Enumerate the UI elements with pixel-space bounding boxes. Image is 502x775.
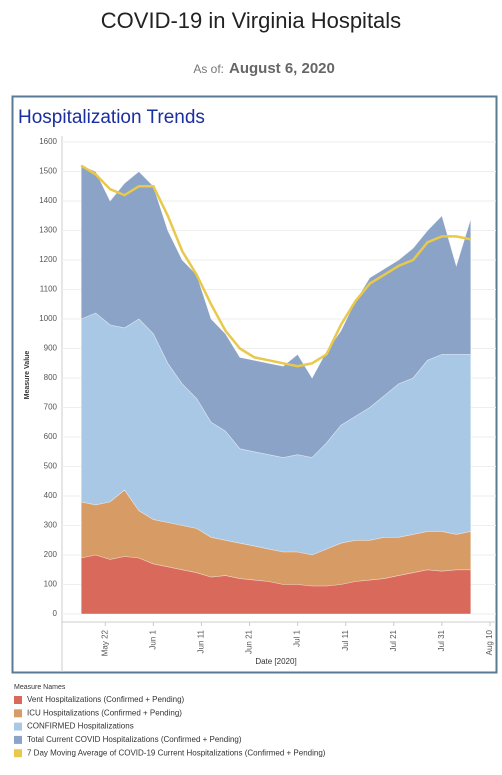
y-tick-label: 1500 bbox=[39, 167, 57, 176]
x-tick-label: Jun 1 bbox=[148, 629, 157, 649]
y-tick-label: 1200 bbox=[39, 255, 57, 264]
legend-swatch bbox=[14, 722, 22, 731]
legend-swatch bbox=[14, 696, 22, 704]
legend-label: ICU Hospitalizations (Confirmed + Pendin… bbox=[27, 708, 182, 717]
as-of-date: August 6, 2020 bbox=[229, 60, 335, 77]
y-tick-label: 600 bbox=[44, 432, 58, 441]
y-tick-label: 200 bbox=[44, 550, 58, 559]
legend-label: Total Current COVID Hospitalizations (Co… bbox=[27, 735, 242, 744]
x-tick-label: Jul 1 bbox=[293, 629, 302, 646]
y-tick-label: 400 bbox=[44, 491, 58, 500]
page-title: COVID-19 in Virginia Hospitals bbox=[101, 8, 401, 33]
x-tick-label: Jul 11 bbox=[341, 629, 350, 650]
y-tick-label: 0 bbox=[53, 609, 58, 618]
x-tick-label: Jun 21 bbox=[245, 629, 254, 654]
x-tick-label: May 22 bbox=[100, 629, 109, 656]
chart-title: Hospitalization Trends bbox=[18, 107, 205, 128]
x-axis-label: Date [2020] bbox=[255, 657, 296, 666]
y-tick-label: 300 bbox=[44, 521, 58, 530]
x-tick-label: Aug 10 bbox=[485, 629, 494, 655]
area bbox=[80, 554, 472, 615]
y-tick-label: 1100 bbox=[40, 285, 58, 294]
y-tick-label: 100 bbox=[44, 580, 58, 589]
legend-title: Measure Names bbox=[14, 684, 66, 691]
legend-swatch bbox=[14, 709, 22, 718]
x-tick-label: Jul 21 bbox=[389, 629, 398, 651]
legend-label: CONFIRMED Hospitalizations bbox=[27, 722, 134, 731]
y-tick-label: 800 bbox=[44, 373, 58, 382]
y-tick-label: 900 bbox=[44, 344, 58, 353]
x-tick-label: Jul 31 bbox=[437, 629, 446, 651]
legend-label: Vent Hospitalizations (Confirmed + Pendi… bbox=[27, 695, 185, 704]
y-axis-label: Measure Value bbox=[24, 351, 31, 400]
y-tick-label: 1400 bbox=[39, 196, 57, 205]
legend-swatch bbox=[14, 749, 22, 758]
y-tick-label: 700 bbox=[44, 403, 58, 412]
y-tick-label: 1000 bbox=[39, 314, 57, 323]
legend-label: 7 Day Moving Average of COVID-19 Current… bbox=[27, 748, 326, 757]
legend-swatch bbox=[14, 735, 22, 744]
as-of-label: As of: bbox=[193, 62, 224, 76]
moving-average-line bbox=[80, 164, 472, 368]
y-tick-label: 500 bbox=[44, 462, 58, 471]
x-tick-label: Jun 11 bbox=[197, 629, 206, 653]
y-tick-label: 1300 bbox=[39, 226, 57, 235]
y-tick-label: 1600 bbox=[39, 137, 57, 146]
panel-border bbox=[11, 95, 498, 674]
